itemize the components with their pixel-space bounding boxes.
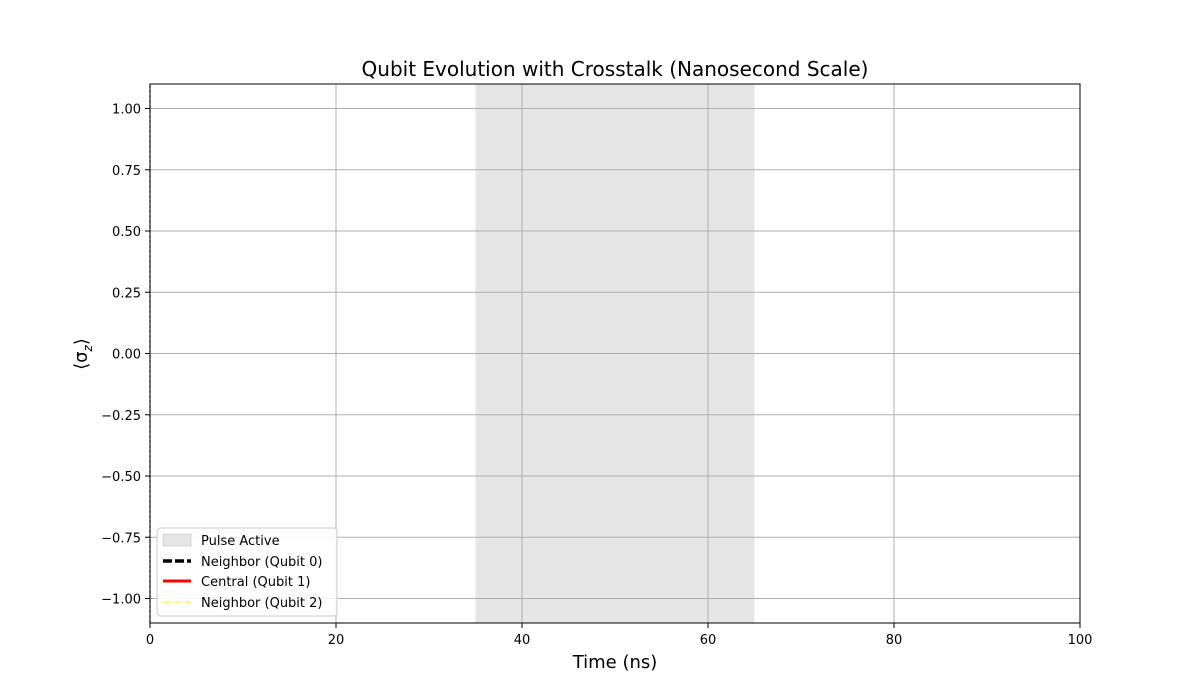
y-axis-ticks: −1.00 −0.75 −0.50 −0.25 0.00 0.25 0.50 0.75 1.00: [101, 103, 150, 608]
y-axis-label-main: ⟨σ: [71, 351, 92, 369]
legend-label-pulse: Pulse Active: [201, 534, 280, 549]
x-tick-label: 20: [328, 633, 345, 648]
y-tick-label: 1.00: [112, 103, 141, 118]
y-tick-label: −1.00: [101, 593, 141, 608]
x-tick-label: 100: [1068, 633, 1093, 648]
x-tick-label: 80: [886, 633, 903, 648]
x-tick-label: 60: [700, 633, 717, 648]
x-tick-label: 0: [146, 633, 154, 648]
legend-swatch-pulse: [162, 533, 192, 547]
y-tick-label: 0.75: [112, 164, 141, 179]
y-axis-label: ⟨σz⟩: [71, 338, 95, 370]
y-tick-label: −0.75: [101, 531, 141, 546]
legend-label-qubit-1: Central (Qubit 1): [201, 575, 310, 590]
y-tick-label: −0.50: [101, 470, 141, 485]
y-tick-label: 0.00: [112, 348, 141, 363]
y-axis-label-sub: z: [81, 344, 95, 352]
y-axis-label-close: ⟩: [71, 338, 92, 345]
legend-label-qubit-0: Neighbor (Qubit 0): [201, 555, 323, 570]
y-tick-label: 0.50: [112, 225, 141, 240]
y-tick-label: −0.25: [101, 409, 141, 424]
x-tick-label: 40: [514, 633, 531, 648]
x-axis-ticks: 0 20 40 60 80 100: [146, 623, 1093, 648]
svg-text:⟨σz⟩: ⟨σz⟩: [71, 338, 95, 370]
y-tick-label: 0.25: [112, 286, 141, 301]
legend-label-qubit-2: Neighbor (Qubit 2): [201, 596, 323, 611]
chart-title: Qubit Evolution with Crosstalk (Nanoseco…: [362, 57, 869, 81]
legend-box: [156, 527, 338, 617]
legend: Pulse Active Neighbor (Qubit 0) Central …: [156, 527, 338, 617]
x-axis-label: Time (ns): [572, 652, 658, 673]
